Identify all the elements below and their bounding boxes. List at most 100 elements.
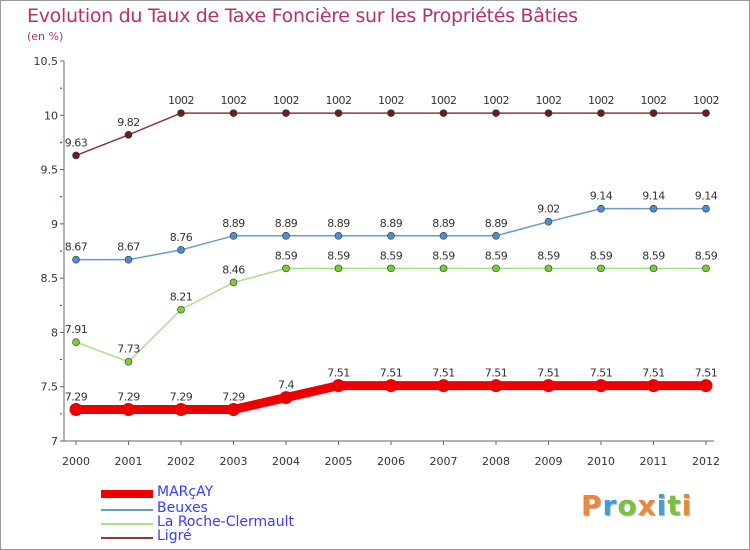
series-ligr-: 9.63 9.82 1002 1002 1002 1002 1002 1002 1002 1002… [65,94,720,160]
legend-label-la-roche-clermault: La Roche-Clermault [157,514,294,530]
data-point [334,264,343,273]
y-tick-label: 9.5 [41,164,59,177]
data-point [124,255,133,264]
data-label: 1002 [378,94,404,107]
data-point [334,109,343,117]
x-tick-label: 2010 [587,455,615,468]
data-label: 8.89 [380,217,403,230]
data-label: 8.59 [432,249,455,262]
data-label: 9.14 [695,190,718,203]
legend-swatch-la-roche-clermault [101,523,153,525]
data-point [124,357,133,366]
data-point [282,232,290,240]
data-label: 1002 [536,94,562,107]
data-label: 8.46 [222,263,245,276]
data-label: 8.59 [485,249,508,262]
chart-units: (en %) [27,30,64,43]
logo-letter: o [617,489,638,522]
data-point [542,379,555,393]
logo-letter: P [581,489,603,522]
data-point [597,204,605,213]
data-point [649,109,658,117]
data-point [649,264,658,273]
data-point [597,109,605,117]
data-point [384,379,398,393]
legend-label-ligre: Ligré [157,528,192,544]
data-point [174,403,188,417]
legend-swatch-beuxes [101,509,153,511]
data-point [334,232,343,240]
logo-letter: i [681,489,693,522]
data-label: 7.29 [117,391,140,404]
data-point [492,232,500,240]
legend-label-marcay: MARçAY [157,484,214,500]
data-label: 8.76 [170,231,193,244]
x-tick-label: 2005 [325,455,353,468]
logo-letter: r [602,489,618,522]
x-tick-label: 2006 [377,455,405,468]
series-la-roche-clermault: 7.91 7.73 8.21 8.46 8.59 8.59 8.59 8.59 8.59 8.59… [65,249,718,366]
data-label: 7.51 [432,367,455,380]
y-tick-label: 8 [51,326,58,339]
data-label: 7.51 [380,367,403,380]
series-line [75,112,707,157]
x-tick-label: 2000 [62,455,90,468]
data-label: 8.89 [432,217,455,230]
data-label: 8.89 [275,217,298,230]
data-label: 1002 [693,94,719,107]
data-label: 8.59 [380,249,403,262]
data-point [702,204,710,213]
x-tick-label: 2004 [272,455,300,468]
legend-label-beuxes: Beuxes [157,500,208,516]
data-point [439,109,448,117]
chart-title: Evolution du Taux de Taxe Foncière sur l… [27,5,578,27]
data-label: 7.29 [65,391,88,404]
data-label: 7.29 [170,391,193,404]
series-beuxes: 8.67 8.67 8.76 8.89 8.89 8.89 8.89 8.89 8.89 9.02… [65,190,718,264]
data-label: 1002 [641,94,667,107]
data-point [702,264,710,273]
data-point [387,109,395,117]
data-point [282,264,290,273]
data-label: 1002 [483,94,509,107]
data-point [492,264,500,273]
data-label: 8.59 [590,249,613,262]
data-label: 7.51 [642,367,665,380]
data-point [69,403,83,417]
y-tick-label: 7.5 [41,381,59,394]
data-point [702,109,710,117]
data-label: 7.91 [65,323,88,336]
data-point [229,278,238,287]
data-point [544,264,553,273]
data-point [72,338,80,347]
data-label: 7.73 [117,343,140,356]
x-tick-label: 2008 [482,455,510,468]
logo-letter: i [656,489,668,522]
x-tick-label: 2002 [167,455,195,468]
data-point [699,379,713,393]
data-label: 8.89 [222,217,245,230]
data-label: 8.67 [117,241,140,254]
x-tick-label: 2007 [430,455,458,468]
logo-letter: t [667,489,682,522]
data-point [72,151,80,160]
data-label: 9.63 [65,136,88,149]
logo-letter: x [637,489,657,522]
data-point [332,379,345,393]
data-point [177,109,185,117]
data-point [439,232,448,240]
data-label: 7.51 [537,367,560,380]
series-line [75,267,707,363]
data-point [177,305,185,314]
y-tick-label: 8.5 [41,272,59,285]
x-tick-label: 2003 [220,455,248,468]
data-point [649,204,658,213]
x-tick-label: 2001 [115,455,143,468]
data-label: 7.51 [590,367,613,380]
data-label: 1002 [273,94,299,107]
data-point [282,109,290,117]
legend-swatch-ligre [101,537,153,539]
y-tick-label: 9 [51,218,58,231]
